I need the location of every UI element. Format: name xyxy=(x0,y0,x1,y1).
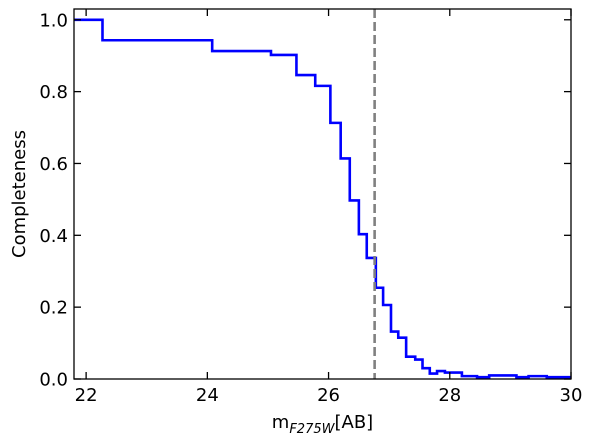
x-axis-label-suffix: [AB] xyxy=(334,412,373,433)
plot-area xyxy=(74,9,571,379)
ticks-layer xyxy=(74,9,572,380)
x-tick-label: 22 xyxy=(75,385,98,406)
x-tick-label: 28 xyxy=(438,385,461,406)
series-line-0 xyxy=(74,18,571,379)
y-axis-label: Completeness xyxy=(9,130,30,258)
y-tick-label: 0.6 xyxy=(39,154,68,175)
y-tick-label: 0.2 xyxy=(39,298,68,319)
axes-frame xyxy=(73,8,572,380)
x-axis-label-subscript: F275W xyxy=(289,422,335,437)
y-tick-label: 1.0 xyxy=(39,10,68,31)
labels-layer: 22 24 26 28 30 0.0 0.2 0.4 0.6 0.8 1.0 mF275W[AB] Co… xyxy=(9,10,582,437)
x-tick-label: 26 xyxy=(317,385,340,406)
x-axis-label: mF275W[AB] xyxy=(272,412,373,437)
series-layer xyxy=(74,18,571,379)
plot-background xyxy=(74,9,571,379)
x-tick-label: 30 xyxy=(560,385,583,406)
y-tick-label: 0.4 xyxy=(39,226,68,247)
y-tick-label: 0.0 xyxy=(39,370,68,391)
y-tick-label: 0.8 xyxy=(39,82,68,103)
x-axis-label-main: m xyxy=(272,412,290,433)
axes-border xyxy=(73,8,572,380)
x-tick-label: 24 xyxy=(196,385,219,406)
